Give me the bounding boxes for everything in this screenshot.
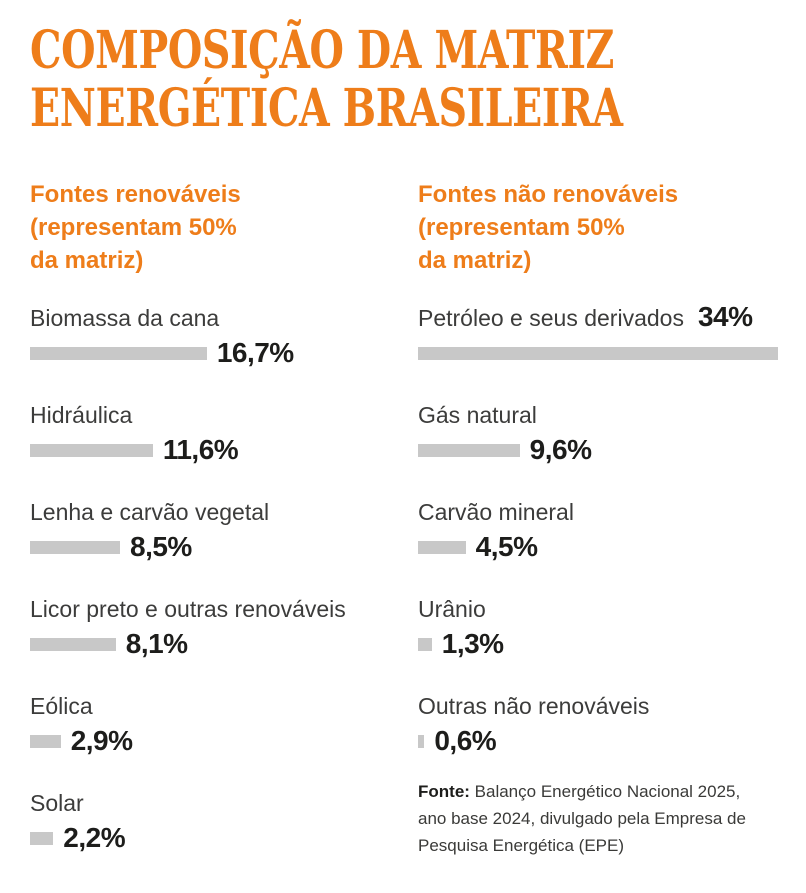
value-bar: [30, 831, 54, 845]
item-label: Petróleo e seus derivados 34%: [418, 303, 778, 333]
item-label: Outras não renováveis: [418, 691, 778, 721]
chart-item: Urânio 1,3%: [418, 594, 778, 658]
chart-item: Outras não renováveis 0,6%: [418, 691, 778, 755]
item-label: Biomassa da cana: [30, 303, 390, 333]
bar-row: 8,1%: [30, 630, 390, 658]
value-bar: [30, 734, 61, 748]
non-renewables-heading: Fontes não renováveis (representam 50% d…: [418, 181, 679, 274]
item-label-text: Eólica: [30, 693, 93, 719]
item-label-text: Hidráulica: [30, 402, 133, 428]
item-label-text: Solar: [30, 790, 84, 816]
value-bar: [30, 637, 116, 651]
item-label-text: Lenha e carvão vegetal: [30, 499, 270, 525]
renewables-heading: Fontes renováveis (representam 50% da ma…: [30, 181, 241, 274]
value-bar: [418, 443, 520, 457]
item-value: 1,3%: [441, 628, 504, 659]
item-label-text: Urânio: [418, 596, 486, 622]
page-title: COMPOSIÇÃO DA MATRIZ ENERGÉTICA BRASILEI…: [30, 20, 623, 139]
bar-row: 4,5%: [418, 533, 778, 561]
bar-row: 9,6%: [418, 436, 778, 464]
value-bar: [30, 443, 153, 457]
chart-item: Lenha e carvão vegetal 8,5%: [30, 497, 390, 561]
item-value: 0,6%: [434, 725, 497, 756]
item-label: Solar: [30, 788, 390, 818]
chart-item: Eólica 2,9%: [30, 691, 390, 755]
value-bar: [418, 540, 466, 554]
chart-columns: Fontes renováveis (representam 50% da ma…: [30, 178, 778, 885]
value-bar: [418, 346, 778, 360]
item-label-text: Petróleo e seus derivados: [418, 305, 684, 331]
item-value: 11,6%: [162, 434, 239, 465]
bar-row: 2,9%: [30, 727, 390, 755]
bar-row: 2,2%: [30, 824, 390, 852]
item-value: 8,5%: [130, 531, 192, 562]
chart-item: Gás natural 9,6%: [418, 400, 778, 464]
item-label: Carvão mineral: [418, 497, 778, 527]
item-label: Gás natural: [418, 400, 778, 430]
chart-item: Hidráulica 11,6%: [30, 400, 390, 464]
bar-row: 16,7%: [30, 339, 390, 367]
chart-item: Biomassa da cana 16,7%: [30, 303, 390, 367]
bar-row: 0,6%: [418, 727, 778, 755]
non-renewables-items: Petróleo e seus derivados 34% Gás natural…: [418, 303, 778, 755]
chart-item: Solar 2,2%: [30, 788, 390, 852]
renewables-items: Biomassa da cana 16,7% Hidráulica 11,6% …: [30, 303, 390, 852]
item-value: 16,7%: [216, 337, 294, 368]
item-label-text: Licor preto e outras renováveis: [30, 596, 346, 622]
item-value: 2,2%: [63, 822, 126, 853]
non-renewables-column: Fontes não renováveis (representam 50% d…: [418, 178, 778, 885]
item-value: 9,6%: [529, 434, 592, 465]
item-label: Urânio: [418, 594, 778, 624]
item-label: Hidráulica: [30, 400, 390, 430]
item-value: 34%: [697, 301, 753, 332]
item-value: 4,5%: [475, 531, 538, 562]
bar-row: 11,6%: [30, 436, 390, 464]
value-bar: [30, 346, 207, 360]
bar-row: [418, 339, 778, 367]
item-label: Lenha e carvão vegetal: [30, 497, 390, 527]
item-label-text: Biomassa da cana: [30, 305, 220, 331]
item-label-text: Outras não renováveis: [418, 693, 650, 719]
bar-row: 8,5%: [30, 533, 390, 561]
source-note: Fonte: Balanço Energético Nacional 2025,…: [418, 778, 776, 859]
item-value: 2,9%: [70, 725, 133, 756]
item-value: 8,1%: [125, 628, 188, 659]
item-label-text: Gás natural: [418, 402, 537, 428]
item-label-text: Carvão mineral: [418, 499, 574, 525]
chart-item: Carvão mineral 4,5%: [418, 497, 778, 561]
value-bar: [418, 637, 432, 651]
chart-item: Petróleo e seus derivados 34%: [418, 303, 778, 367]
bar-row: 1,3%: [418, 630, 778, 658]
chart-item: Licor preto e outras renováveis 8,1%: [30, 594, 390, 658]
source-text: Balanço Energético Nacional 2025, ano ba…: [418, 782, 746, 855]
value-bar: [418, 734, 425, 748]
renewables-column: Fontes renováveis (representam 50% da ma…: [30, 178, 390, 885]
value-bar: [30, 540, 120, 554]
item-label: Licor preto e outras renováveis: [30, 594, 390, 624]
source-label: Fonte:: [418, 782, 470, 801]
item-label: Eólica: [30, 691, 390, 721]
